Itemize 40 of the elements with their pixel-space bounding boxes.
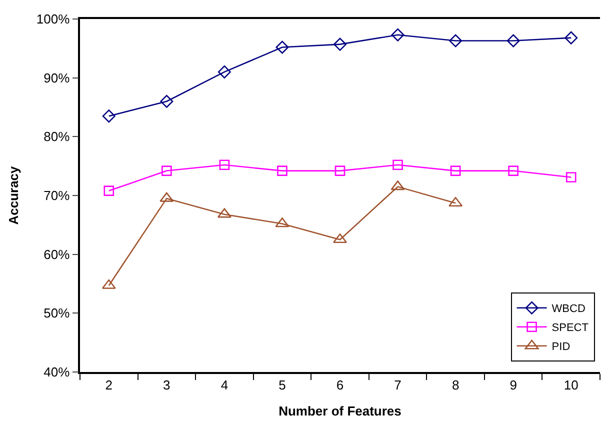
legend-label: SPECT <box>552 322 589 334</box>
legend-label: WBCD <box>552 303 586 316</box>
point <box>566 172 576 182</box>
point <box>391 28 404 42</box>
y-tick-label: 40% <box>44 364 70 380</box>
y-tick-label: 100% <box>36 12 70 27</box>
point <box>102 110 116 123</box>
x-tick-label: 4 <box>220 377 228 392</box>
point <box>334 166 346 176</box>
point <box>104 186 114 196</box>
x-tick-label: 2 <box>105 377 113 392</box>
y-tick-label: 50% <box>44 306 70 321</box>
point <box>334 38 346 51</box>
x-tick-label: 9 <box>510 377 517 392</box>
x-axis-title: Number of Features <box>278 403 402 418</box>
point <box>333 233 347 244</box>
point <box>218 65 231 78</box>
y-tick-label: 80% <box>44 129 70 144</box>
y-tick-label: 60% <box>44 246 70 262</box>
x-tick-label: 3 <box>163 377 170 392</box>
x-tick-label: 10 <box>564 377 578 392</box>
point <box>449 34 462 48</box>
point <box>450 166 461 176</box>
point <box>277 166 288 176</box>
y-tick-label: 70% <box>44 188 70 204</box>
point <box>506 34 520 48</box>
x-tick-label: 5 <box>278 377 286 392</box>
point <box>508 166 518 176</box>
x-tick-label: 7 <box>394 377 402 392</box>
point <box>219 160 230 170</box>
legend-label: PID <box>552 341 570 354</box>
point <box>160 94 174 108</box>
x-tick-label: 8 <box>452 377 460 392</box>
point <box>162 166 172 176</box>
point <box>392 160 403 170</box>
x-tick-label: 6 <box>336 377 344 392</box>
point <box>564 31 578 44</box>
y-axis-title: Accuracy <box>6 165 21 225</box>
point <box>276 40 289 54</box>
y-tick-label: 90% <box>44 70 70 86</box>
